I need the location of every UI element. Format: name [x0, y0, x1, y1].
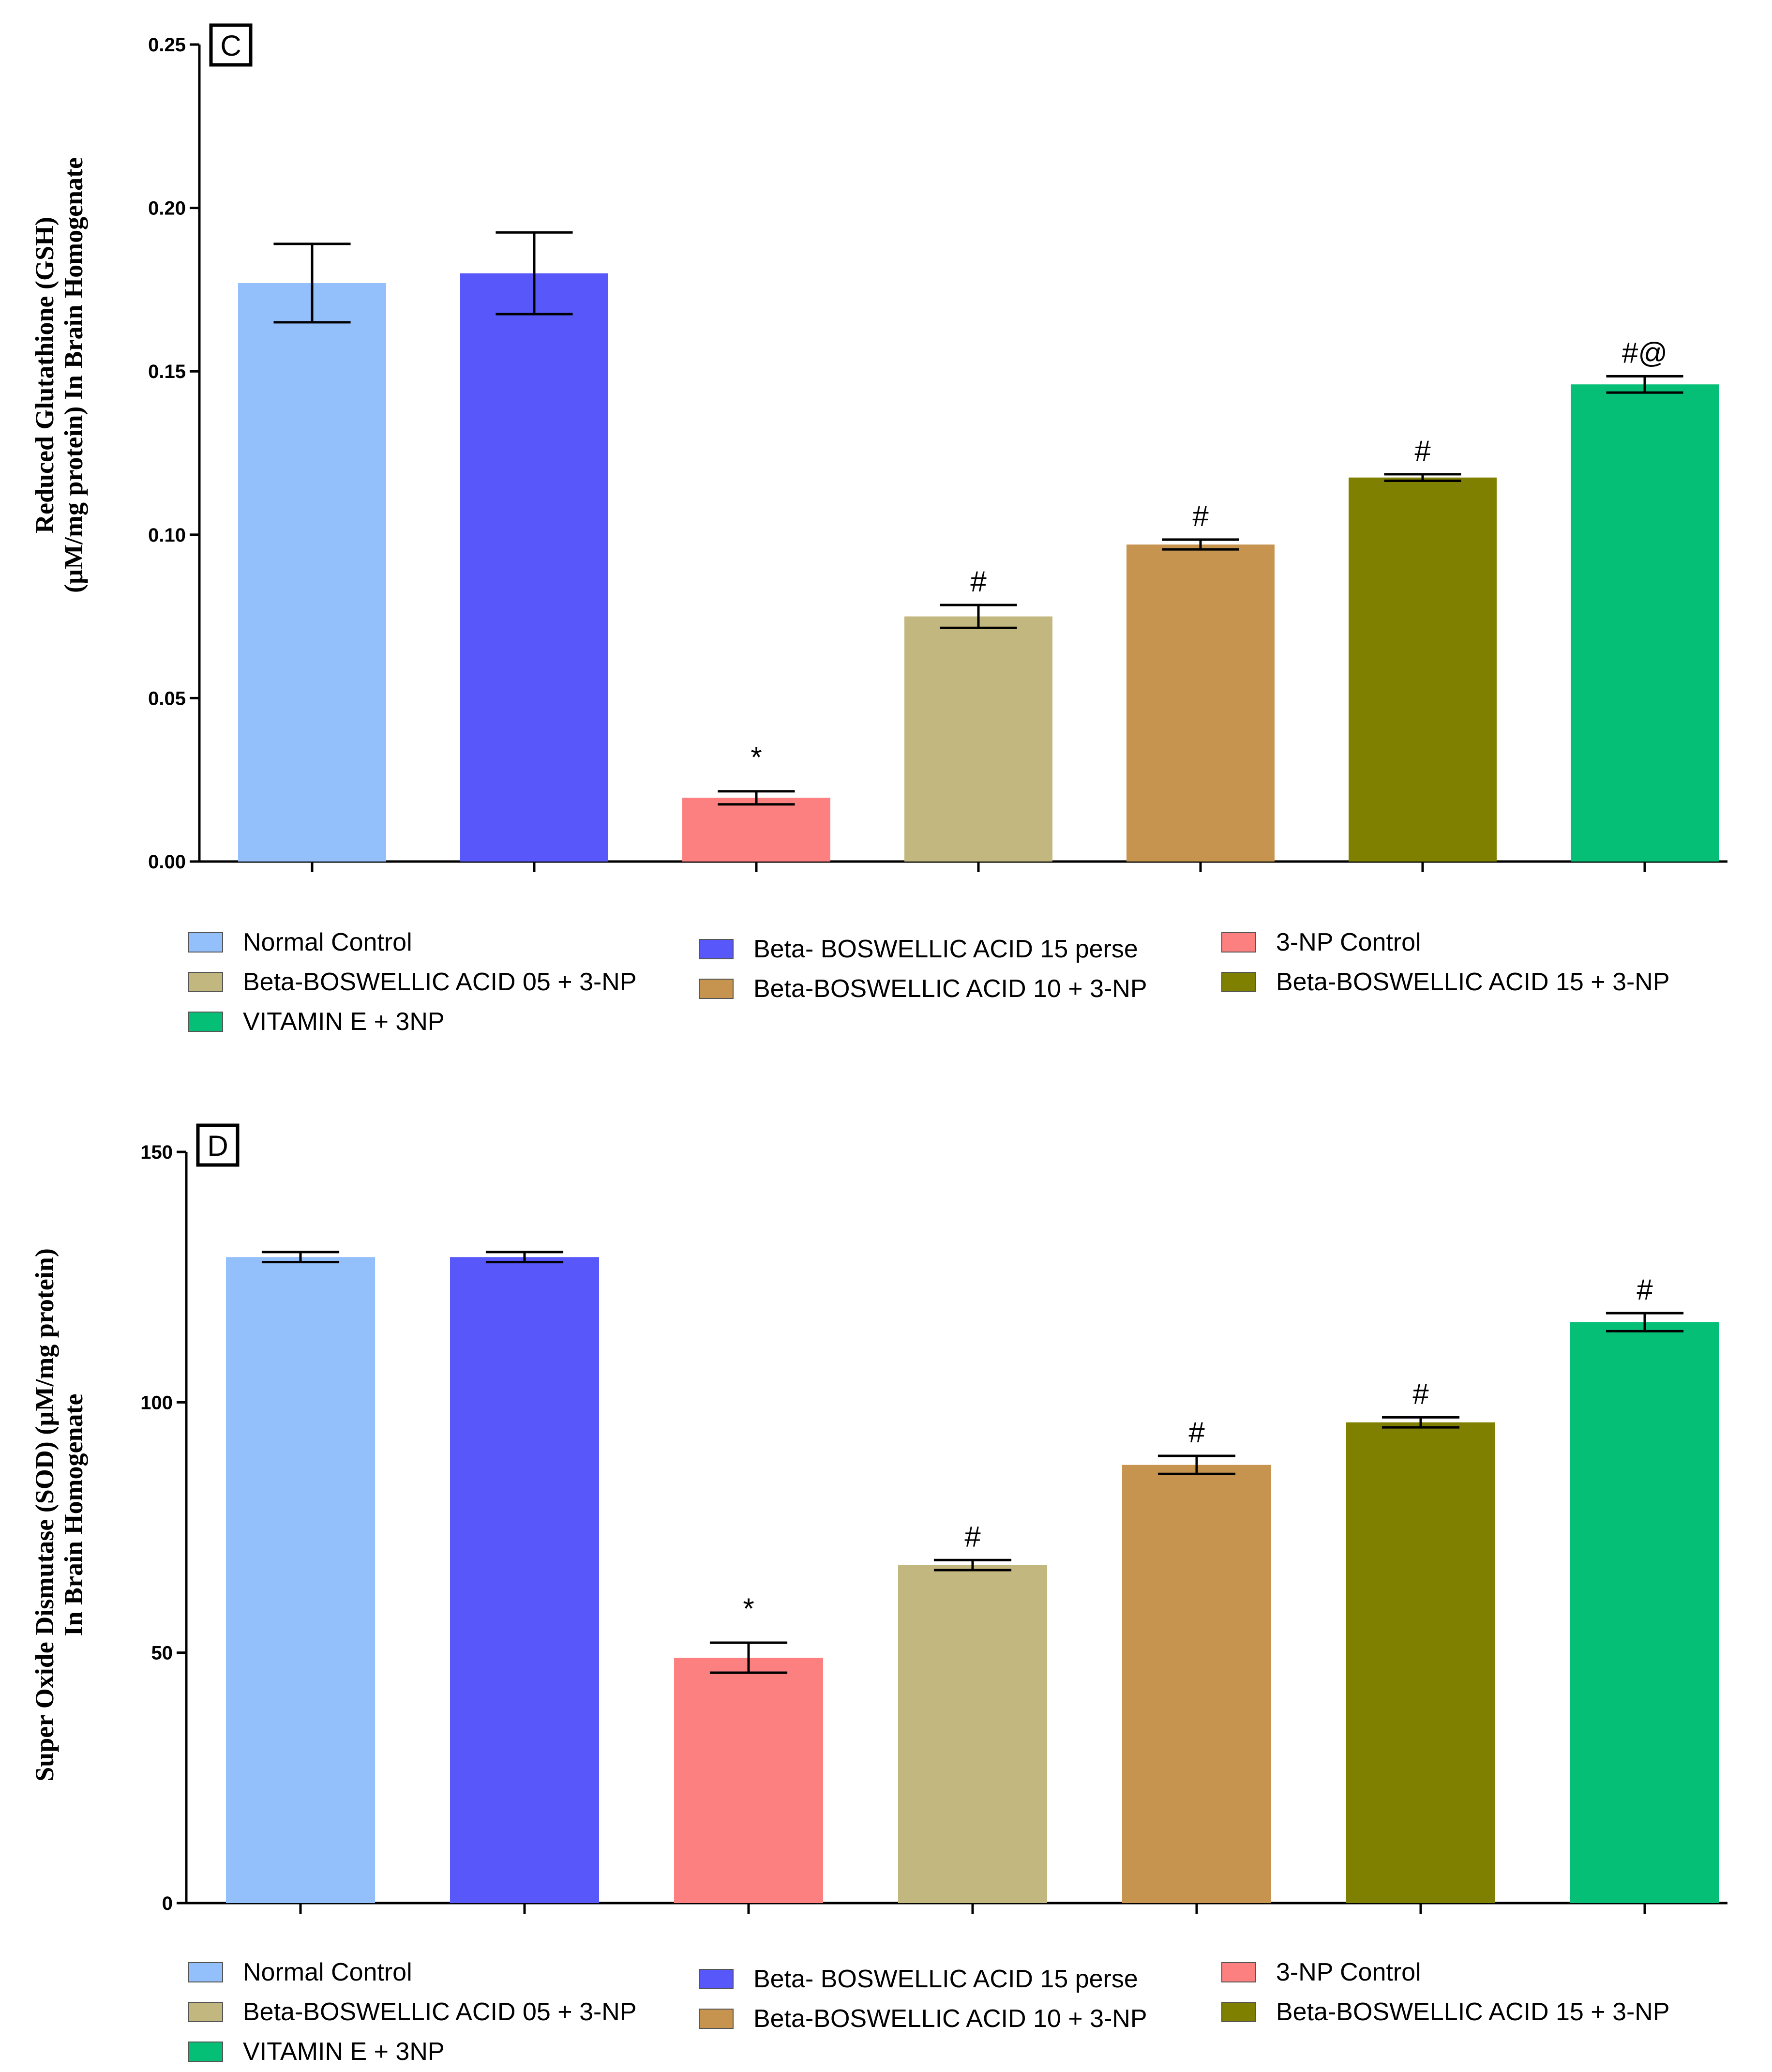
- significance-annotation: *: [743, 1592, 754, 1625]
- y-tick-label: 0.10: [148, 525, 186, 546]
- legend-swatch: [188, 2002, 223, 2022]
- y-tick-label: 0.25: [148, 34, 186, 56]
- legend-label: Beta-BOSWELLIC ACID 05 + 3-NP: [243, 968, 637, 996]
- legend-swatch: [188, 972, 223, 992]
- panel-d-sod-chart: 0 50 100 150 Super Oxide Dismutase (SOD) (µM…: [30, 1123, 1727, 2066]
- bar: [682, 798, 830, 862]
- legend-label: Beta- BOSWELLIC ACID 15 perse: [753, 935, 1138, 963]
- legend-label: Beta-BOSWELLIC ACID 15 + 3-NP: [1276, 1998, 1670, 2026]
- significance-annotation: *: [751, 741, 762, 773]
- legend-swatch: [699, 2009, 734, 2029]
- bar: [1126, 544, 1275, 862]
- legend-swatch: [188, 1012, 223, 1032]
- bar: [1571, 384, 1719, 862]
- y-tick-label: 150: [140, 1142, 173, 1163]
- bar: [460, 273, 608, 862]
- legend-swatch: [699, 1969, 734, 1989]
- legend-label: VITAMIN E + 3NP: [243, 1008, 445, 1036]
- legend-swatch: [188, 932, 223, 953]
- bar: [1349, 477, 1497, 862]
- legend-swatch: [1221, 2002, 1256, 2022]
- legend-label: Beta-BOSWELLIC ACID 10 + 3-NP: [753, 2005, 1147, 2033]
- bar: [674, 1658, 823, 1903]
- panel-label-box: [196, 1123, 240, 1167]
- legend-label: 3-NP Control: [1276, 928, 1421, 956]
- legend-swatch: [699, 979, 734, 999]
- legend-label: Normal Control: [243, 928, 412, 956]
- y-tick-label: 0.20: [148, 198, 186, 219]
- legend-swatch: [188, 1962, 223, 1982]
- panel-c-gsh-chart: 0.00 0.05 0.10 0.15 0.20 0.25 Reduced Glutathi…: [30, 23, 1727, 1036]
- legend-swatch: [699, 939, 734, 959]
- bar: [1346, 1422, 1495, 1903]
- significance-annotation: #: [1188, 1416, 1205, 1449]
- significance-annotation: #: [1412, 1377, 1429, 1410]
- significance-annotation: #: [1414, 435, 1431, 467]
- y-tick-label: 0.00: [148, 851, 186, 873]
- significance-annotation: #: [1637, 1273, 1653, 1306]
- legend-label: Beta- BOSWELLIC ACID 15 perse: [753, 1965, 1138, 1993]
- significance-annotation: #: [1192, 500, 1209, 532]
- legend-label: Beta-BOSWELLIC ACID 05 + 3-NP: [243, 1998, 637, 2026]
- legend-swatch: [1221, 1962, 1256, 1982]
- y-tick-label: 100: [140, 1392, 173, 1413]
- significance-annotation: #: [970, 565, 987, 598]
- significance-annotation: #: [964, 1520, 981, 1553]
- bar: [450, 1257, 599, 1903]
- legend-label: Beta-BOSWELLIC ACID 15 + 3-NP: [1276, 968, 1670, 996]
- bar: [1570, 1322, 1719, 1903]
- y-axis-label-line-2: (µM/mg protein) In Brain Homogenate: [59, 157, 88, 593]
- bar: [1122, 1465, 1271, 1903]
- legend-swatch: [188, 2042, 223, 2062]
- y-tick-label: 0.15: [148, 361, 186, 382]
- panel-label: D: [207, 1130, 228, 1162]
- legend-swatch: [1221, 932, 1256, 953]
- legend-label: 3-NP Control: [1276, 1958, 1421, 1986]
- bar: [904, 616, 1052, 862]
- legend-label: Normal Control: [243, 1958, 412, 1986]
- significance-annotation: #@: [1622, 336, 1667, 369]
- bar: [226, 1257, 375, 1903]
- y-axis-label-line-2: In Brain Homogenate: [59, 1393, 88, 1636]
- panel-label: C: [220, 30, 241, 62]
- bar: [898, 1565, 1047, 1903]
- legend-swatch: [1221, 972, 1256, 992]
- y-axis-label-line-1: Reduced Glutathione (GSH): [30, 217, 59, 533]
- y-tick-label: 0.05: [148, 688, 186, 709]
- panel-label-box: [209, 23, 253, 67]
- legend-label: VITAMIN E + 3NP: [243, 2038, 445, 2066]
- y-tick-label: 0: [162, 1893, 173, 1914]
- bar: [238, 283, 386, 862]
- legend-label: Beta-BOSWELLIC ACID 10 + 3-NP: [753, 975, 1147, 1003]
- y-tick-label: 50: [151, 1643, 173, 1664]
- y-axis-label-line-1: Super Oxide Dismutase (SOD) (µM/mg prote…: [30, 1248, 59, 1782]
